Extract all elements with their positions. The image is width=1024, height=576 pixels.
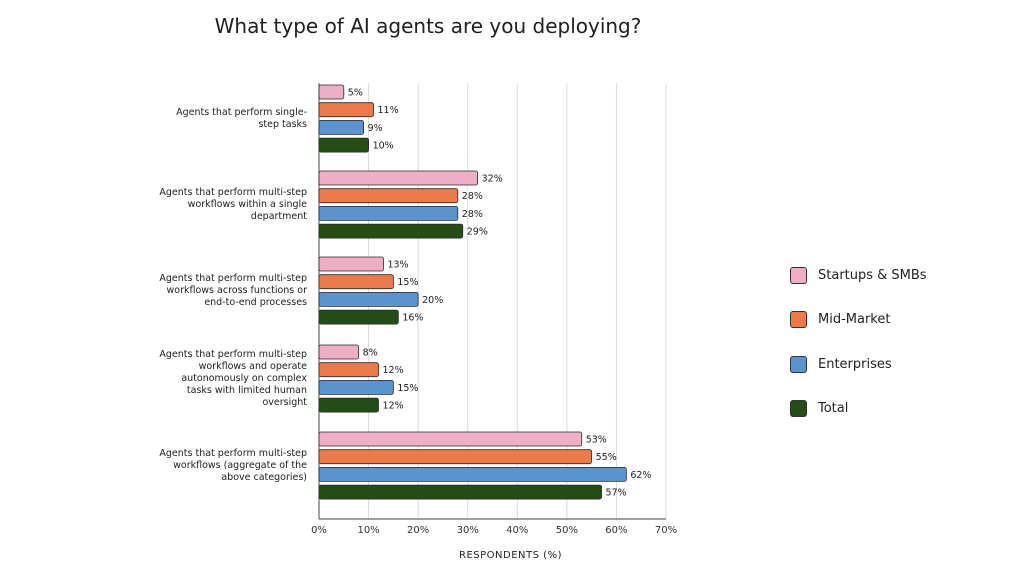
x-tick-label: 20%	[407, 525, 429, 536]
bar-value-label: 12%	[382, 365, 403, 376]
x-tick-label: 70%	[655, 525, 677, 536]
bar-value-label: 16%	[402, 313, 423, 324]
chart-title: What type of AI agents are you deploying…	[214, 14, 642, 38]
bar-value-label: 53%	[586, 435, 607, 446]
bar-value-label: 5%	[348, 88, 363, 99]
legend-item-total[interactable]: Total	[790, 398, 927, 420]
bar	[318, 309, 399, 325]
legend-label-startups: Startups & SMBs	[818, 267, 927, 283]
bar	[318, 120, 365, 135]
bar	[318, 379, 394, 395]
bar-value-label: 8%	[363, 348, 378, 359]
legend-swatch-mid-market	[790, 311, 807, 328]
legend-item-enterprises[interactable]: Enterprises	[790, 353, 927, 375]
bar	[318, 170, 479, 186]
bar-value-label: 11%	[378, 105, 399, 116]
bar	[318, 102, 374, 118]
bar	[318, 449, 593, 465]
bar-value-label: 32%	[482, 174, 503, 185]
bar	[318, 223, 464, 239]
legend-item-mid-market[interactable]: Mid-Market	[790, 309, 927, 331]
bar	[318, 484, 602, 500]
bar-value-label: 62%	[630, 470, 651, 481]
legend-swatch-startups	[790, 266, 807, 284]
category-label: Agents that perform multi-step workflows…	[159, 447, 307, 483]
legend-label-enterprises: Enterprises	[818, 356, 892, 372]
category-label: Agents that perform multi-step workflows…	[159, 348, 307, 408]
bar	[318, 431, 583, 447]
category-label: Agents that perform multi-step workflows…	[159, 272, 307, 308]
x-tick-label: 10%	[357, 525, 379, 536]
bar-value-label: 20%	[422, 295, 443, 306]
bar-value-label: 29%	[467, 227, 488, 238]
legend-item-startups[interactable]: Startups & SMBs	[790, 264, 927, 286]
bar	[318, 188, 459, 204]
x-tick-label: 40%	[506, 525, 528, 536]
bar	[318, 84, 345, 100]
bar	[318, 466, 627, 482]
bar	[318, 137, 369, 153]
x-tick-label: 0%	[311, 525, 327, 536]
bar-value-label: 28%	[462, 209, 483, 220]
legend-label-mid-market: Mid-Market	[818, 312, 891, 327]
bar	[318, 205, 459, 221]
bar-value-label: 28%	[462, 191, 483, 202]
legend-label-total: Total	[818, 401, 849, 416]
bar-value-label: 9%	[368, 123, 383, 134]
bar	[318, 256, 384, 272]
x-tick-label: 30%	[457, 525, 479, 536]
bar	[318, 397, 379, 413]
bar-value-label: 10%	[373, 141, 394, 152]
legend-swatch-enterprises	[790, 355, 807, 373]
bar-value-label: 12%	[382, 401, 403, 412]
bar-value-label: 57%	[606, 488, 627, 499]
bar-value-label: 15%	[397, 383, 418, 394]
bar	[318, 344, 360, 360]
x-axis-label: RESPONDENTS (%)	[459, 550, 562, 561]
bar-value-label: 13%	[387, 260, 408, 271]
bar-value-label: 55%	[596, 452, 617, 463]
x-tick-label: 60%	[605, 525, 627, 536]
bar	[318, 291, 419, 307]
bar	[318, 274, 394, 290]
bar	[318, 362, 379, 378]
legend-swatch-total	[790, 400, 807, 417]
bar-value-label: 15%	[397, 277, 418, 288]
category-label: Agents that perform single-step tasks	[176, 106, 307, 130]
legend: Startups & SMBs Mid-Market Enterprises T…	[790, 264, 927, 442]
category-label: Agents that perform multi-step workflows…	[159, 186, 307, 222]
x-tick-label: 50%	[556, 525, 578, 536]
